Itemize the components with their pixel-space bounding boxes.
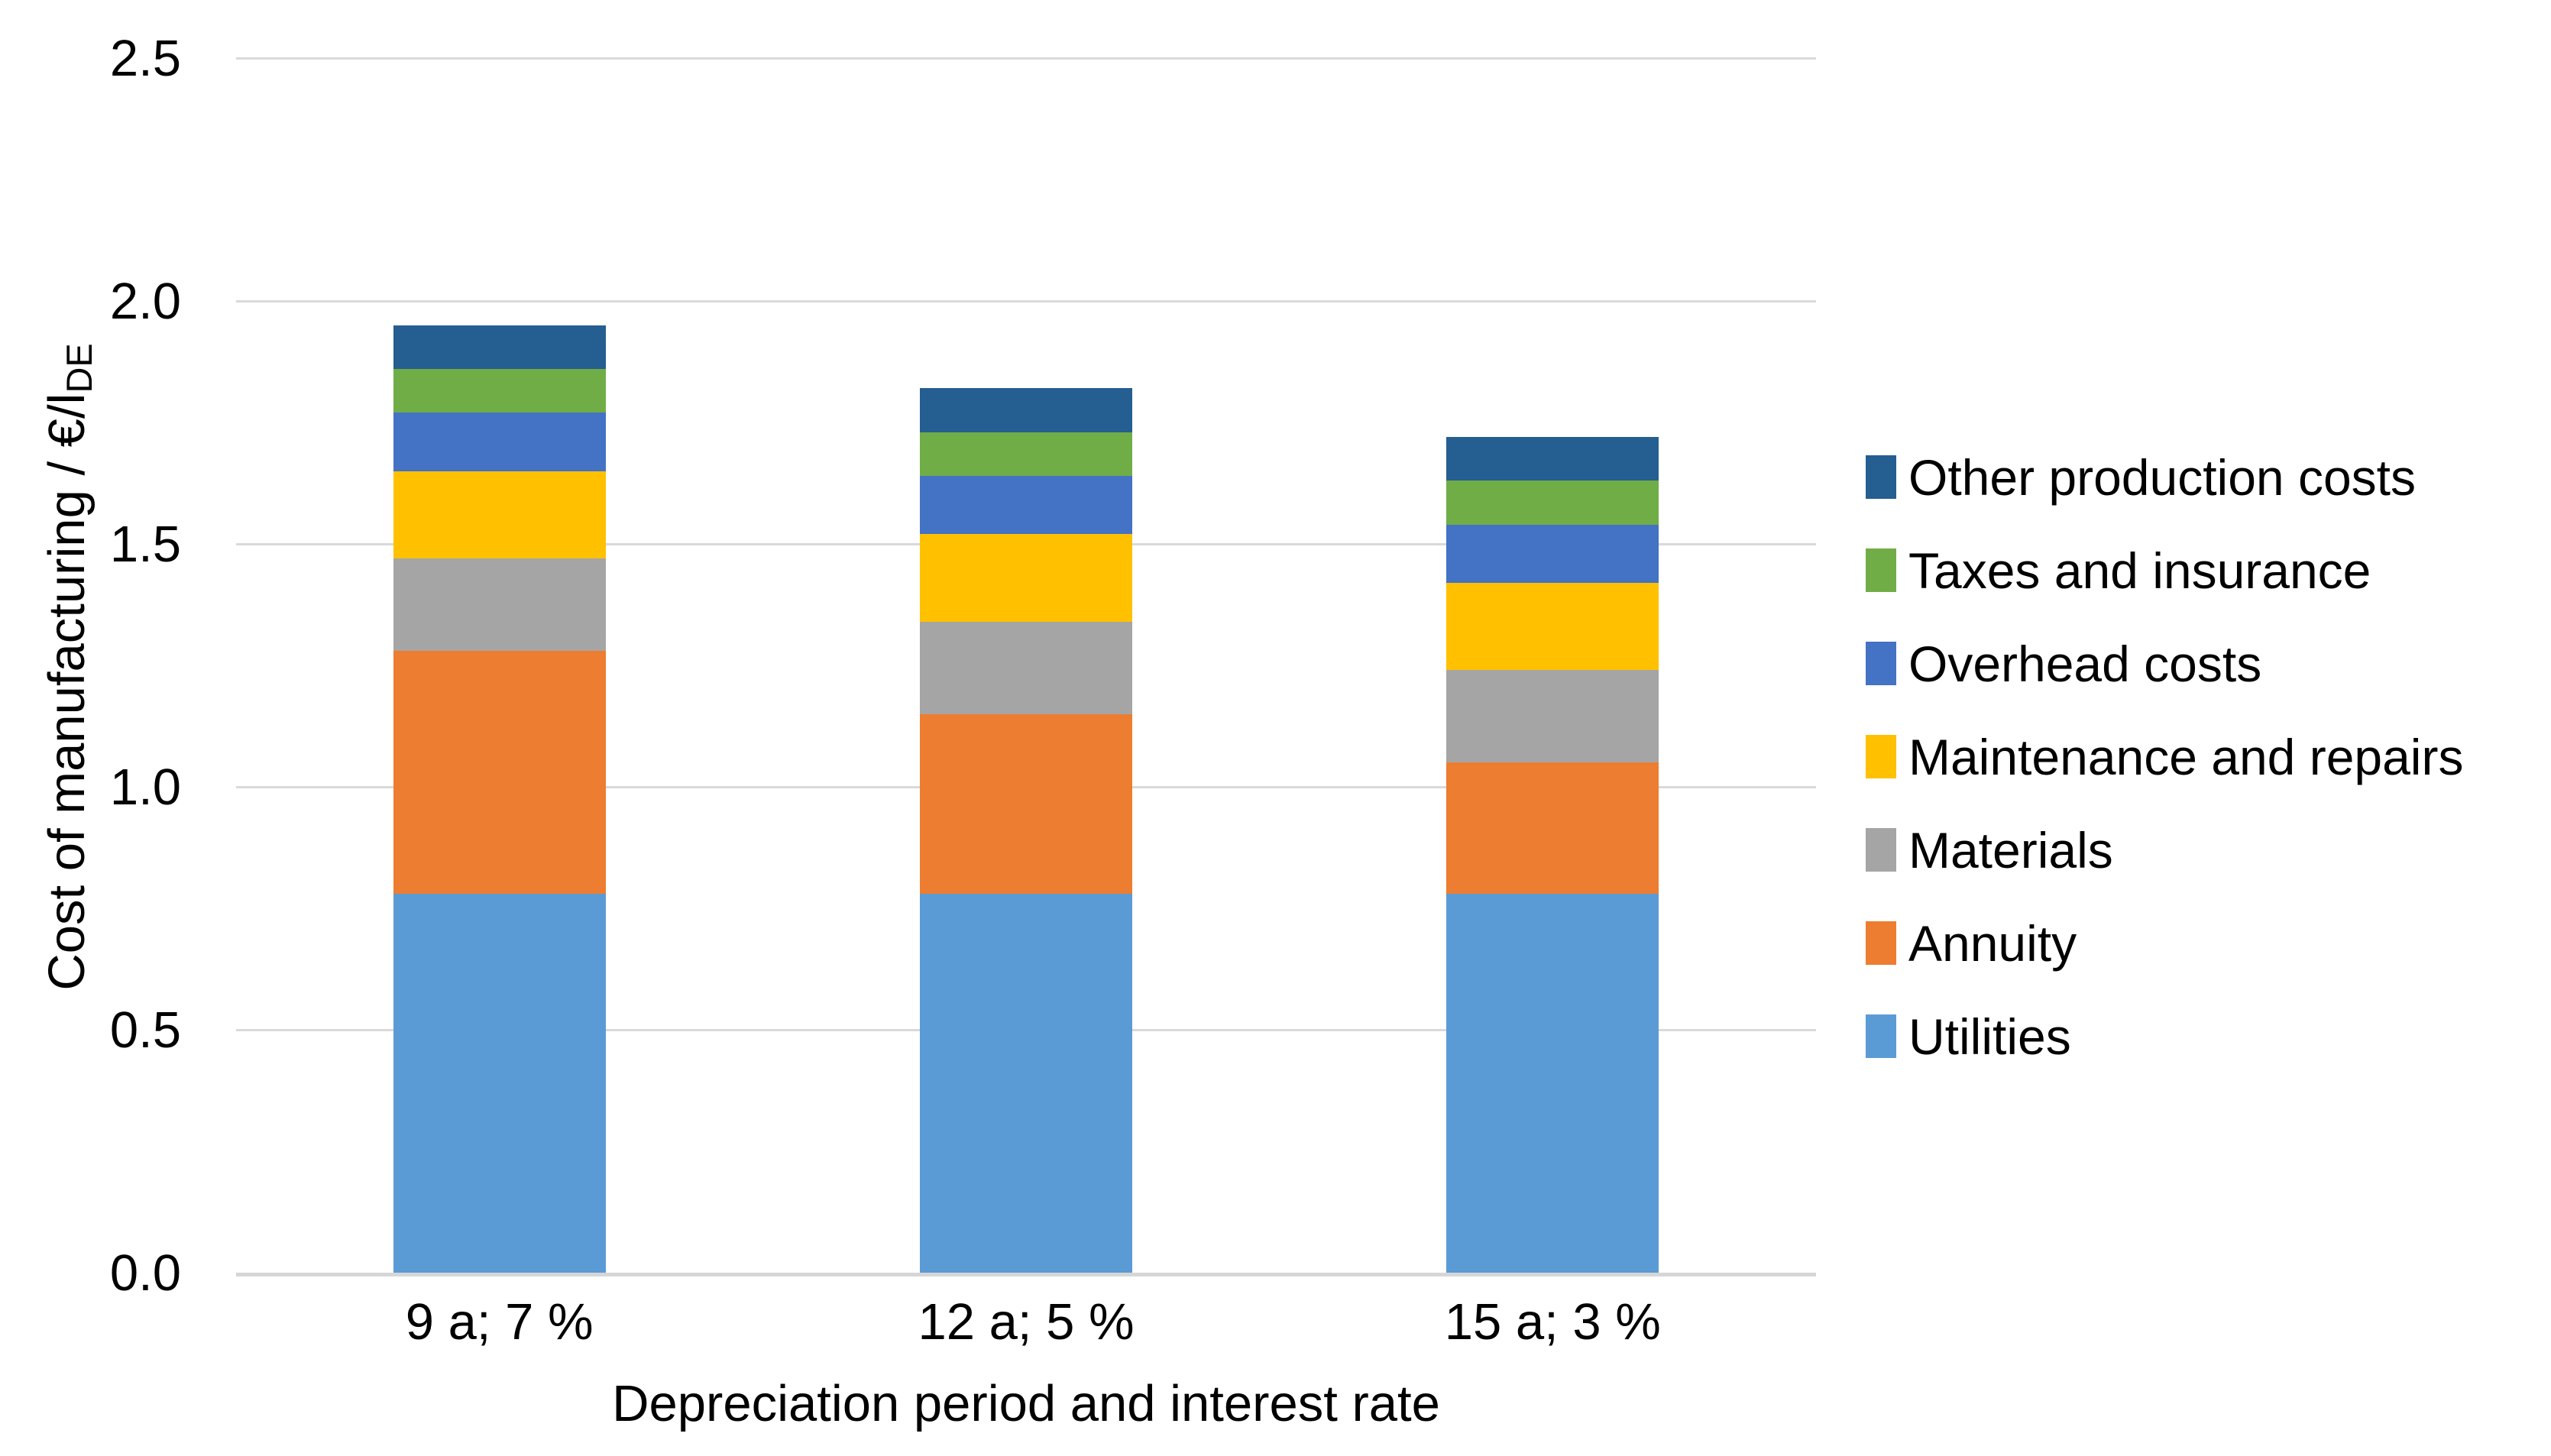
legend-label-taxes-and-insurance: Taxes and insurance <box>1908 542 2371 599</box>
bar-segment-maintenance-and-repairs-1 <box>920 534 1132 622</box>
y-tick-label-1.0: 1.0 <box>109 759 181 816</box>
gridline-0.0 <box>236 1273 1816 1276</box>
bar-segment-materials-2 <box>1446 670 1659 763</box>
bar-segment-annuity-1 <box>920 713 1132 894</box>
bar-segment-other-production-costs-1 <box>920 388 1132 432</box>
y-tick-label-2.0: 2.0 <box>109 273 181 330</box>
legend-swatch-other-production-costs <box>1866 455 1896 499</box>
legend-swatch-overhead-costs <box>1866 642 1896 685</box>
legend-swatch-materials <box>1866 828 1896 872</box>
legend-label-maintenance-and-repairs: Maintenance and repairs <box>1908 729 2464 785</box>
legend-label-overhead-costs: Overhead costs <box>1908 636 2262 692</box>
legend-label-other-production-costs: Other production costs <box>1908 449 2416 506</box>
bar-segment-utilities-2 <box>1446 893 1659 1273</box>
bar-segment-other-production-costs-2 <box>1446 437 1659 481</box>
bar-segment-overhead-costs-2 <box>1446 524 1659 583</box>
bar-segment-annuity-2 <box>1446 762 1659 894</box>
bar-segment-materials-0 <box>393 558 606 651</box>
bar-segment-overhead-costs-0 <box>393 413 606 471</box>
bar-segment-maintenance-and-repairs-2 <box>1446 582 1659 671</box>
bar-segment-utilities-1 <box>920 893 1132 1273</box>
x-tick-label-0: 9 a; 7 % <box>405 1293 594 1351</box>
legend-swatch-annuity <box>1866 921 1896 965</box>
bar-segment-maintenance-and-repairs-0 <box>393 471 606 559</box>
x-tick-label-1: 12 a; 5 % <box>918 1293 1135 1351</box>
y-tick-label-1.5: 1.5 <box>109 516 181 573</box>
y-axis-title-text: Cost of manufacturing / €/l <box>38 393 96 991</box>
x-tick-label-2: 15 a; 3 % <box>1444 1293 1661 1351</box>
legend-label-annuity: Annuity <box>1908 915 2077 972</box>
legend-swatch-taxes-and-insurance <box>1866 548 1896 592</box>
bar-segment-annuity-0 <box>393 650 606 894</box>
bar-segment-overhead-costs-1 <box>920 475 1132 535</box>
bar-segment-utilities-0 <box>393 893 606 1273</box>
bar-segment-other-production-costs-0 <box>393 325 606 370</box>
gridline-2.0 <box>236 300 1816 303</box>
legend-label-materials: Materials <box>1908 822 2113 878</box>
gridline-2.5 <box>236 57 1816 60</box>
legend-swatch-maintenance-and-repairs <box>1866 735 1896 778</box>
y-tick-label-0.0: 0.0 <box>109 1244 181 1302</box>
y-tick-label-2.5: 2.5 <box>109 30 181 87</box>
bar-segment-taxes-and-insurance-0 <box>393 369 606 413</box>
x-axis-title: Depreciation period and interest rate <box>612 1375 1440 1432</box>
legend-label-utilities: Utilities <box>1908 1008 2071 1065</box>
legend-swatch-utilities <box>1866 1014 1896 1058</box>
bar-segment-taxes-and-insurance-2 <box>1446 480 1659 525</box>
bar-segment-materials-1 <box>920 621 1132 714</box>
y-tick-label-0.5: 0.5 <box>109 1001 181 1059</box>
bar-segment-taxes-and-insurance-1 <box>920 432 1132 476</box>
y-axis-title: Cost of manufacturing / €/lDE <box>37 56 100 1278</box>
y-axis-title-subscript: DE <box>60 343 100 393</box>
